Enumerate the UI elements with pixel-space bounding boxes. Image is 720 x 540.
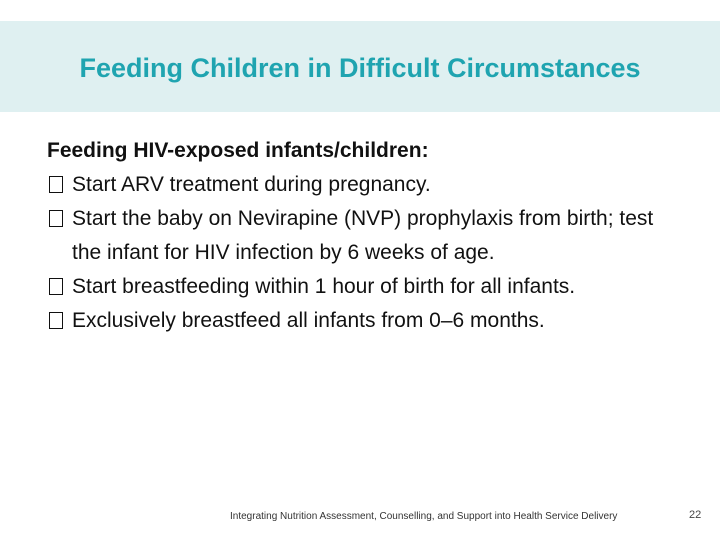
slide-title: Feeding Children in Difficult Circumstan… xyxy=(79,53,641,83)
bullet-text: Start the baby on Nevirapine (NVP) proph… xyxy=(72,207,654,264)
footer-text: Integrating Nutrition Assessment, Counse… xyxy=(230,511,618,522)
bullet-text: Start ARV treatment during pregnancy. xyxy=(72,173,431,196)
bullet-item: Exclusively breastfeed all infants from … xyxy=(47,304,687,338)
page-number: 22 xyxy=(689,509,702,521)
bullet-text: Exclusively breastfeed all infants from … xyxy=(72,309,545,332)
content-heading: Feeding HIV-exposed infants/children: xyxy=(47,139,429,162)
title-band xyxy=(0,21,720,112)
bullet-item: Start ARV treatment during pregnancy. xyxy=(47,168,687,202)
bullet-item: Start the baby on Nevirapine (NVP) proph… xyxy=(47,202,687,270)
bullet-item: Start breastfeeding within 1 hour of bir… xyxy=(47,270,687,304)
slide-content: Feeding HIV-exposed infants/children: St… xyxy=(47,134,687,338)
bullet-text: Start breastfeeding within 1 hour of bir… xyxy=(72,275,576,298)
